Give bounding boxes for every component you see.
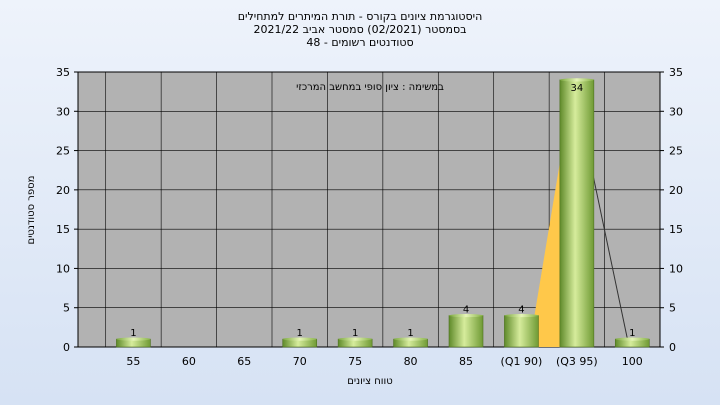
bar-(Q3 95) bbox=[559, 79, 595, 348]
x-tick-1: 60 bbox=[182, 355, 196, 368]
chart-title: היסטוגרמת ציונים בקורס - תורת המיתרים למ… bbox=[0, 10, 720, 49]
x-tick-8: (Q3 95) bbox=[556, 355, 598, 368]
x-tick-2: 65 bbox=[237, 355, 251, 368]
bar-85 bbox=[448, 315, 484, 348]
y-tick-right-15: 15 bbox=[669, 223, 683, 236]
x-axis-title: טווח ציונים bbox=[347, 376, 392, 387]
y-tick-left-5: 5 bbox=[63, 302, 70, 315]
y-tick-left-25: 25 bbox=[56, 145, 70, 158]
bar-cap-(Q3 95) bbox=[559, 78, 594, 82]
data-label-(Q1 90): 4 bbox=[518, 305, 524, 316]
bar-cap-75 bbox=[338, 337, 373, 341]
x-tick-0: 55 bbox=[126, 355, 140, 368]
data-label-85: 4 bbox=[463, 305, 469, 316]
data-labels: 1 1 1 1 4 4 34 1 bbox=[130, 83, 635, 339]
data-label-100: 1 bbox=[629, 328, 635, 339]
bar-cap-70 bbox=[282, 337, 317, 341]
chart-title-line-2: בסמסטר (02/2021) סמסטר אביב 2021/22 bbox=[253, 23, 467, 36]
data-label-80: 1 bbox=[407, 328, 413, 339]
chart-title-line-1: היסטוגרמת ציונים בקורס - תורת המיתרים למ… bbox=[237, 10, 483, 23]
y-tick-left-20: 20 bbox=[56, 184, 70, 197]
bar-cap-100 bbox=[615, 337, 650, 341]
data-label-(Q3 95): 34 bbox=[570, 83, 583, 94]
x-tick-6: 85 bbox=[459, 355, 473, 368]
data-label-55: 1 bbox=[130, 328, 136, 339]
data-label-70: 1 bbox=[297, 328, 303, 339]
y-tick-left-0: 0 bbox=[63, 341, 70, 354]
bar-cap-(Q1 90) bbox=[504, 313, 539, 318]
y-tick-left-10: 10 bbox=[56, 262, 70, 275]
y-tick-right-35: 35 bbox=[669, 66, 683, 79]
bar-cap-85 bbox=[449, 313, 483, 318]
y-axis-title: מספר סטודנטים bbox=[26, 176, 37, 245]
x-tick-4: 75 bbox=[348, 355, 362, 368]
quartile-area bbox=[534, 150, 562, 347]
bar-cap-80 bbox=[393, 337, 428, 341]
bar-cap-55 bbox=[116, 337, 151, 341]
y-tick-right-20: 20 bbox=[669, 184, 683, 197]
y-tick-right-0: 0 bbox=[669, 341, 676, 354]
x-tick-3: 70 bbox=[293, 355, 307, 368]
y-tick-right-25: 25 bbox=[669, 145, 683, 158]
y-tick-right-10: 10 bbox=[669, 262, 683, 275]
quartile-band bbox=[534, 150, 629, 347]
whisker-line bbox=[587, 150, 629, 344]
x-tick-9: 100 bbox=[622, 355, 643, 368]
y-tick-left-35: 35 bbox=[56, 66, 70, 79]
data-label-75: 1 bbox=[352, 328, 358, 339]
y-tick-left-30: 30 bbox=[56, 105, 70, 118]
y-tick-left-15: 15 bbox=[56, 223, 70, 236]
x-tick-5: 80 bbox=[404, 355, 418, 368]
chart-title-line-3: סטודנטים רשומים - 48 bbox=[306, 36, 414, 49]
y-tick-right-30: 30 bbox=[669, 105, 683, 118]
bar-(Q1 90) bbox=[504, 315, 539, 348]
bars bbox=[116, 78, 650, 348]
task-annotation: במשימה : ציון סופי במחשב המרכזי bbox=[296, 82, 444, 93]
y-tick-right-5: 5 bbox=[669, 302, 676, 315]
x-tick-7: (Q1 90) bbox=[501, 355, 543, 368]
